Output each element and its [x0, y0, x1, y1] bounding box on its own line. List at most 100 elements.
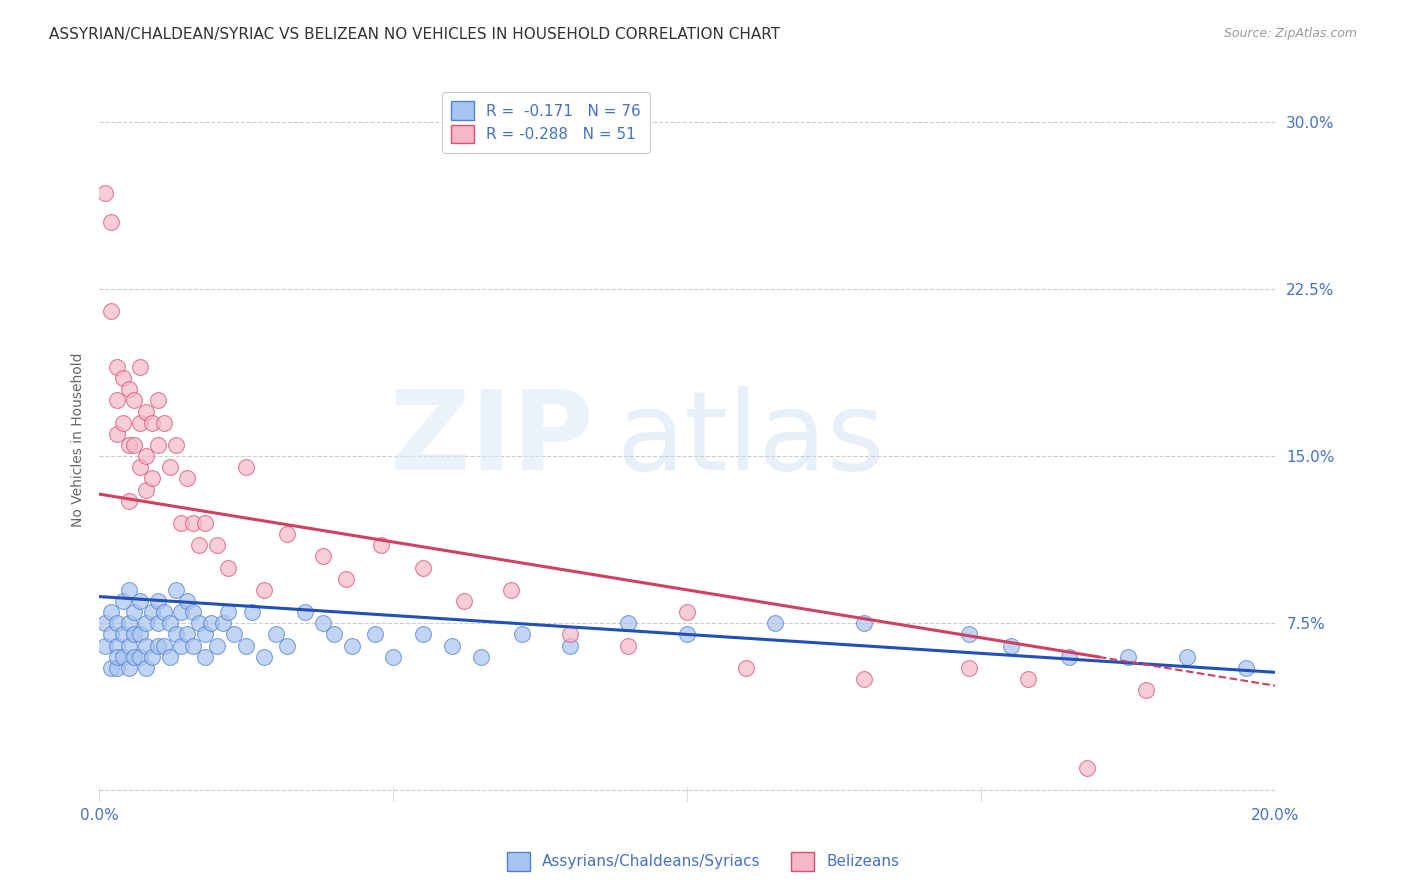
Point: [382, 649, 405, 664]
Point: [124, 438, 146, 452]
Point: [135, 404, 157, 418]
Point: [129, 649, 152, 664]
Point: [676, 627, 699, 641]
Point: [512, 627, 534, 641]
Point: [735, 661, 758, 675]
Point: [176, 627, 198, 641]
Point: [323, 627, 346, 641]
Point: [141, 649, 163, 664]
Point: [852, 672, 875, 686]
Point: [194, 627, 217, 641]
Point: [1234, 661, 1257, 675]
Point: [129, 360, 152, 375]
Point: [499, 582, 522, 597]
Point: [294, 605, 316, 619]
Point: [224, 627, 246, 641]
Point: [763, 616, 786, 631]
Point: [105, 360, 128, 375]
Point: [124, 627, 146, 641]
Point: [340, 639, 363, 653]
Point: [470, 649, 492, 664]
Point: [159, 649, 181, 664]
Point: [181, 605, 204, 619]
Point: [117, 383, 139, 397]
Point: [94, 639, 117, 653]
Point: [957, 661, 980, 675]
Point: [617, 639, 640, 653]
Point: [311, 549, 333, 564]
Point: [100, 627, 122, 641]
Point: [124, 605, 146, 619]
Point: [111, 594, 134, 608]
Point: [135, 483, 157, 497]
Point: [100, 304, 122, 318]
Point: [194, 649, 217, 664]
Point: [117, 493, 139, 508]
Point: [170, 516, 193, 530]
Text: ASSYRIAN/CHALDEAN/SYRIAC VS BELIZEAN NO VEHICLES IN HOUSEHOLD CORRELATION CHART: ASSYRIAN/CHALDEAN/SYRIAC VS BELIZEAN NO …: [49, 27, 780, 42]
Point: [1135, 683, 1157, 698]
Point: [253, 649, 276, 664]
Point: [276, 527, 298, 541]
Point: [105, 616, 128, 631]
Point: [617, 616, 640, 631]
Point: [105, 649, 128, 664]
Point: [253, 582, 276, 597]
Point: [153, 416, 176, 430]
Point: [117, 616, 139, 631]
Point: [146, 438, 169, 452]
Point: [440, 639, 463, 653]
Point: [235, 639, 257, 653]
Point: [111, 649, 134, 664]
Point: [165, 582, 187, 597]
Point: [412, 627, 434, 641]
Point: [124, 393, 146, 408]
Point: [200, 616, 222, 631]
Point: [170, 639, 193, 653]
Point: [117, 438, 139, 452]
Point: [153, 605, 176, 619]
Point: [276, 639, 298, 653]
Point: [129, 460, 152, 475]
Point: [146, 616, 169, 631]
Point: [240, 605, 263, 619]
Point: [1076, 761, 1098, 775]
Point: [141, 416, 163, 430]
Point: [1000, 639, 1022, 653]
Point: [105, 639, 128, 653]
Point: [94, 186, 117, 201]
Point: [100, 661, 122, 675]
Point: [188, 538, 211, 552]
Point: [176, 594, 198, 608]
Point: [218, 560, 240, 574]
Point: [159, 616, 181, 631]
Point: [558, 639, 581, 653]
Point: [105, 661, 128, 675]
Point: [111, 371, 134, 385]
Point: [181, 516, 204, 530]
Point: [1116, 649, 1139, 664]
Point: [105, 393, 128, 408]
Point: [453, 594, 475, 608]
Legend: R =  -0.171   N = 76, R = -0.288   N = 51: R = -0.171 N = 76, R = -0.288 N = 51: [441, 92, 650, 153]
Point: [100, 605, 122, 619]
Point: [957, 627, 980, 641]
Point: [124, 649, 146, 664]
Point: [146, 393, 169, 408]
Point: [364, 627, 387, 641]
Point: [105, 426, 128, 441]
Point: [235, 460, 257, 475]
Point: [170, 605, 193, 619]
Y-axis label: No Vehicles in Household: No Vehicles in Household: [72, 352, 86, 527]
Point: [135, 449, 157, 463]
Text: ZIP: ZIP: [389, 386, 593, 493]
Point: [100, 215, 122, 229]
Point: [335, 572, 357, 586]
Point: [211, 616, 233, 631]
Point: [264, 627, 287, 641]
Point: [181, 639, 204, 653]
Point: [1017, 672, 1039, 686]
Point: [129, 416, 152, 430]
Text: Source: ZipAtlas.com: Source: ZipAtlas.com: [1223, 27, 1357, 40]
Point: [176, 471, 198, 485]
